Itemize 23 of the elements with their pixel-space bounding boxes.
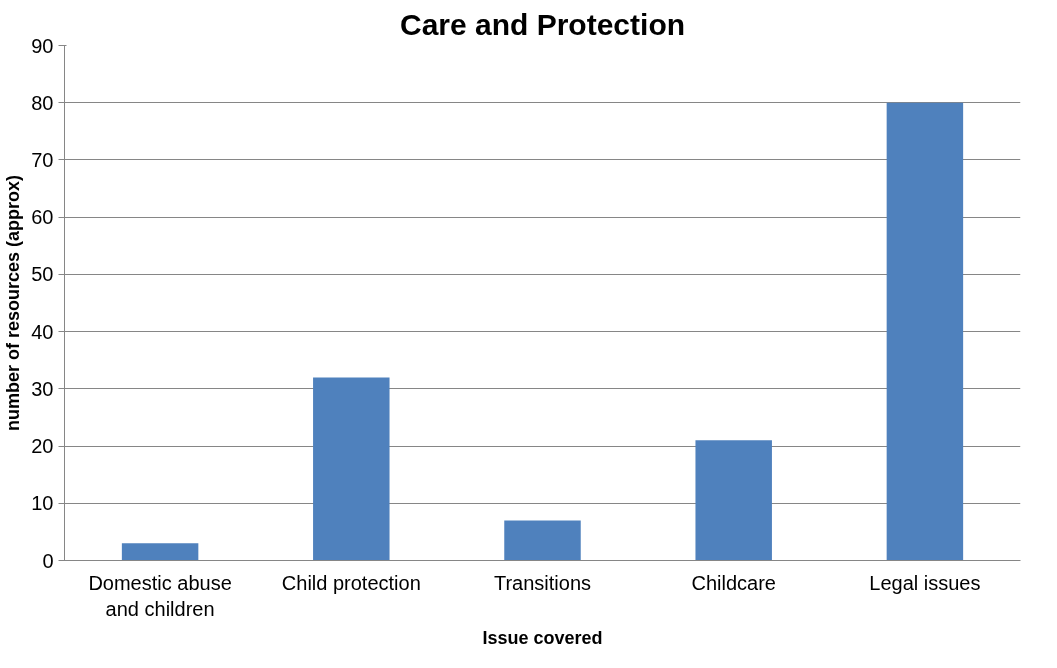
y-tick-label: 30 xyxy=(31,377,54,400)
y-tick-label: 0 xyxy=(42,549,54,572)
bar xyxy=(886,102,964,561)
x-tick-label: Domestic abuse and children xyxy=(88,571,232,620)
x-axis-title: Issue covered xyxy=(482,627,603,648)
y-tick-label: 90 xyxy=(31,34,54,57)
chart-title: Care and Protection xyxy=(399,7,686,41)
x-tick-label: Childcare xyxy=(691,571,776,594)
y-tick-label: 70 xyxy=(31,148,54,171)
y-tick-label: 10 xyxy=(31,492,54,515)
x-tick-label: Legal issues xyxy=(869,571,981,594)
bar xyxy=(121,543,199,561)
bar xyxy=(695,440,772,561)
bar xyxy=(313,377,390,561)
y-axis-title: number of resources (approx) xyxy=(3,174,24,432)
y-tick-label: 40 xyxy=(31,320,54,343)
bar xyxy=(504,520,581,561)
y-tick-label: 50 xyxy=(31,263,54,286)
y-tick-label: 20 xyxy=(31,435,54,458)
x-tick-label: Child protection xyxy=(281,571,421,594)
x-tick-label: Transitions xyxy=(493,571,592,594)
y-tick-label: 60 xyxy=(31,206,54,229)
y-tick-label: 80 xyxy=(31,91,54,114)
